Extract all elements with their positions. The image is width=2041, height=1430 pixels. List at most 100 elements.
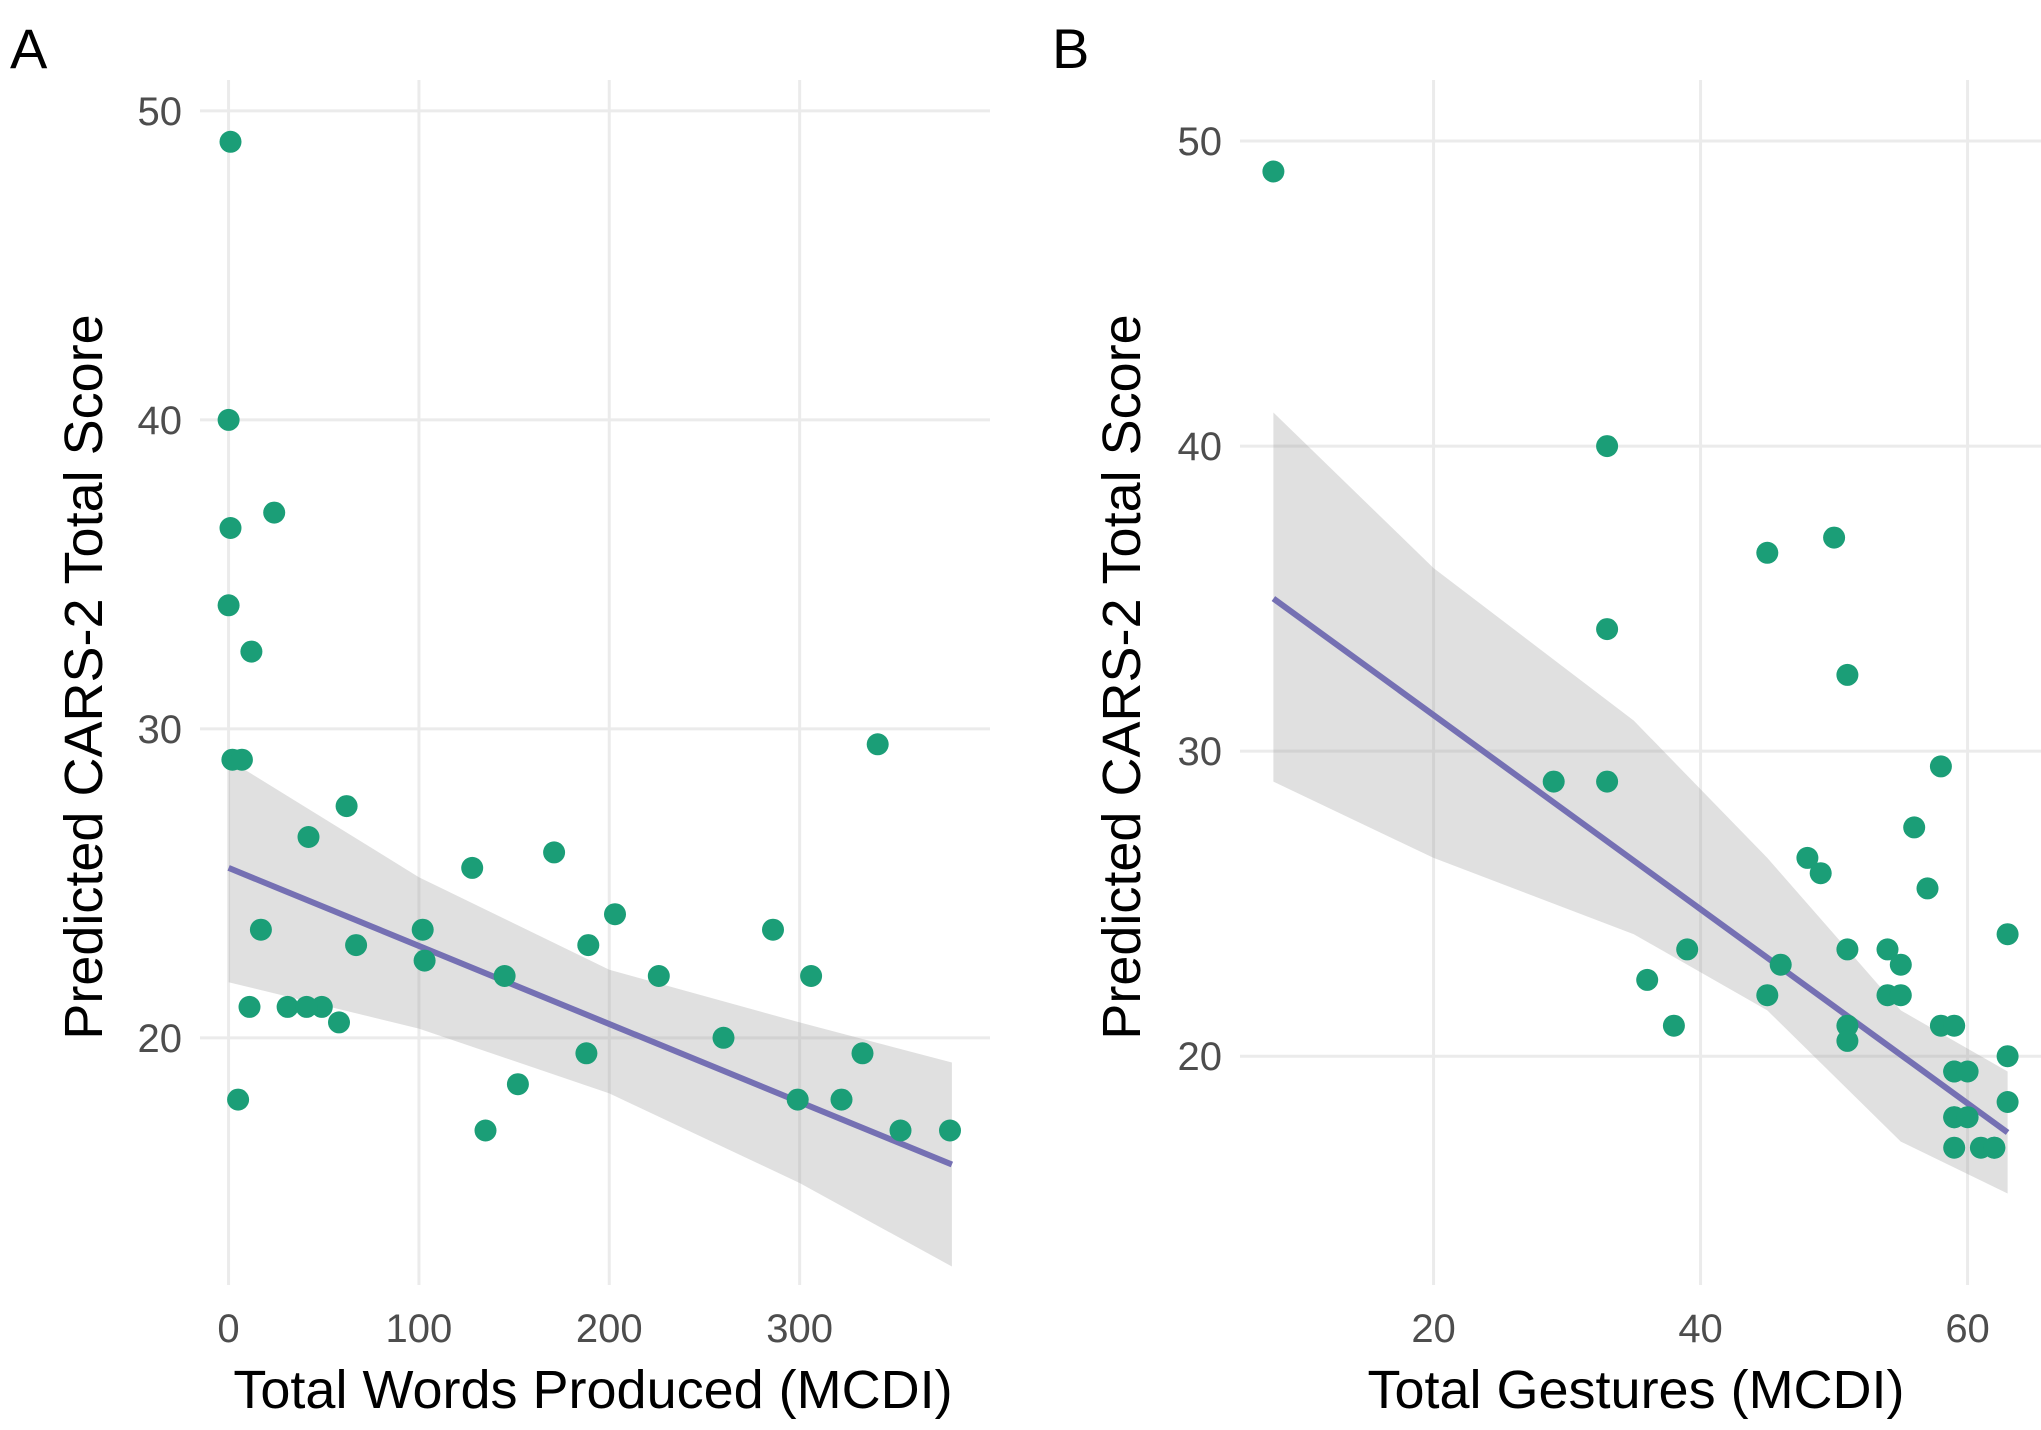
panel-a-grid (200, 80, 990, 1285)
panel-b-data-point (1796, 846, 1819, 869)
panel-b-data-point (1996, 1045, 2019, 1068)
panel-b-data-point (1596, 435, 1619, 458)
panel-b-data-point (1262, 160, 1285, 183)
panel-a-data-point (461, 856, 484, 879)
panel-b-x-ticks: 20 40 60 (1411, 1307, 1990, 1351)
panel-a-data-point (219, 517, 242, 539)
panel-a-y-axis-title: Predicted CARS-2 Total Score (54, 314, 114, 1039)
panel-a-data-point (276, 995, 299, 1018)
panel-b-data-point (1676, 938, 1699, 961)
panel-b-data-point (1876, 938, 1899, 961)
panel-a-data-point (310, 995, 333, 1018)
panel-b-x-axis-title: Total Gestures (MCDI) (1367, 1360, 1904, 1420)
panel-b-data-point (1943, 1014, 1966, 1037)
panel-a-data-point (647, 965, 670, 987)
panel-a-data-point (297, 826, 320, 848)
panel-a: 0 100 200 300 20 30 40 50 A Total Words Produc… (10, 17, 990, 1420)
panel-a-y-ticks: 20 30 40 50 (138, 90, 183, 1061)
panel-a-data-point (227, 1088, 250, 1111)
panel-b-grid (1240, 80, 2041, 1285)
panel-a-x-tick-label: 0 (217, 1307, 239, 1351)
panel-a-data-point (413, 949, 436, 972)
panel-b-y-axis-title: Predicted CARS-2 Total Score (1092, 314, 1152, 1039)
panel-a-data-point (345, 934, 368, 957)
panel-a-tag: A (10, 17, 48, 80)
panel-a-data-point (604, 903, 626, 926)
panel-b-data-point (1996, 923, 2019, 946)
panel-a-data-point (786, 1088, 809, 1111)
panel-a-regression-line (227, 865, 954, 1168)
panel-a-data-point (762, 918, 784, 941)
panel-b-data-point (1769, 953, 1792, 976)
panel-b-data-point (1996, 1091, 2019, 1113)
panel-a-data-point (575, 1042, 598, 1065)
panel-b-data-point (1889, 953, 1912, 976)
panel-a-x-tick-label: 100 (386, 1307, 453, 1351)
panel-a-data-point (219, 130, 242, 153)
panel-b-data-point (1596, 770, 1619, 793)
panel-b-y-ticks: 20 30 40 50 (1178, 120, 1223, 1079)
panel-b-data-point (1662, 1014, 1685, 1037)
panel-a-data-point (328, 1011, 350, 1034)
panel-b-tag: B (1052, 17, 1089, 80)
panel-b-data-point (1956, 1106, 1979, 1129)
panel-a-data-point (295, 995, 318, 1018)
panel-b-data-point (1956, 1060, 1979, 1083)
panel-a-data-point (800, 965, 823, 987)
panel-a-x-axis-title: Total Words Produced (MCDI) (233, 1360, 952, 1420)
panel-b-y-tick-label: 30 (1178, 730, 1223, 774)
panel-b-y-tick-label: 50 (1178, 120, 1223, 164)
panel-b-data-point (1983, 1136, 2006, 1159)
panel-a-x-tick-label: 200 (576, 1307, 643, 1351)
panel-b-data-point (1836, 938, 1859, 961)
panel-b-y-tick-label: 20 (1178, 1035, 1223, 1079)
panel-a-data-point (217, 594, 240, 617)
panel-a-data-point (866, 733, 889, 756)
panel-a-y-tick-label: 40 (138, 399, 183, 443)
panel-b-data-point (1929, 755, 1952, 778)
panel-a-y-tick-label: 20 (138, 1017, 183, 1061)
panel-a-data-point (474, 1119, 497, 1142)
panel-b-data-point (1943, 1136, 1966, 1159)
panel-a-data-point (411, 918, 434, 941)
panel-b-confidence-band (1273, 412, 2008, 1194)
panel-b-data-point (1836, 663, 1859, 686)
panel-a-data-point (506, 1073, 529, 1096)
panel-b-regression-line (1271, 596, 2010, 1135)
panel-a-y-tick-label: 50 (138, 90, 183, 134)
panel-a-data-point (712, 1026, 735, 1049)
panel-b-x-tick-label: 40 (1678, 1307, 1723, 1351)
panel-a-data-point (217, 408, 240, 431)
panel-a-x-ticks: 0 100 200 300 (217, 1307, 833, 1351)
panel-a-data-point (230, 748, 253, 771)
panel-a-data-point (263, 501, 286, 524)
panel-b-x-tick-label: 60 (1945, 1307, 1990, 1351)
panel-b-data-point (1756, 541, 1779, 564)
panel-a-data-point (335, 795, 358, 818)
panel-a-data-point (939, 1119, 961, 1142)
panel-b-data-point (1903, 816, 1926, 839)
panel-a-x-tick-label: 300 (766, 1307, 833, 1351)
panel-a-data-point (240, 640, 263, 663)
panel-b-data-point (1596, 618, 1619, 641)
panel-a-data-point (493, 965, 516, 987)
panel-a-data-point (249, 918, 272, 941)
panel-a-data-point (543, 841, 566, 864)
panel-a-y-tick-label: 30 (138, 708, 183, 752)
panel-b-data-point (1809, 862, 1832, 885)
panel-b-x-tick-label: 20 (1411, 1307, 1456, 1351)
panel-a-data-point (238, 995, 261, 1018)
panel-a-data-point (889, 1119, 912, 1142)
panel-b-points (1262, 160, 2019, 1159)
panel-b-data-point (1916, 877, 1939, 900)
panel-a-data-point (851, 1042, 874, 1065)
panel-a-data-point (830, 1088, 853, 1111)
panel-a-data-point (577, 934, 600, 957)
panel-b-y-tick-label: 40 (1178, 425, 1223, 469)
panel-b-data-point (1756, 984, 1779, 1007)
panel-b-data-point (1823, 526, 1846, 549)
panel-b-data-point (1836, 1014, 1859, 1037)
panel-a-points (217, 130, 961, 1142)
